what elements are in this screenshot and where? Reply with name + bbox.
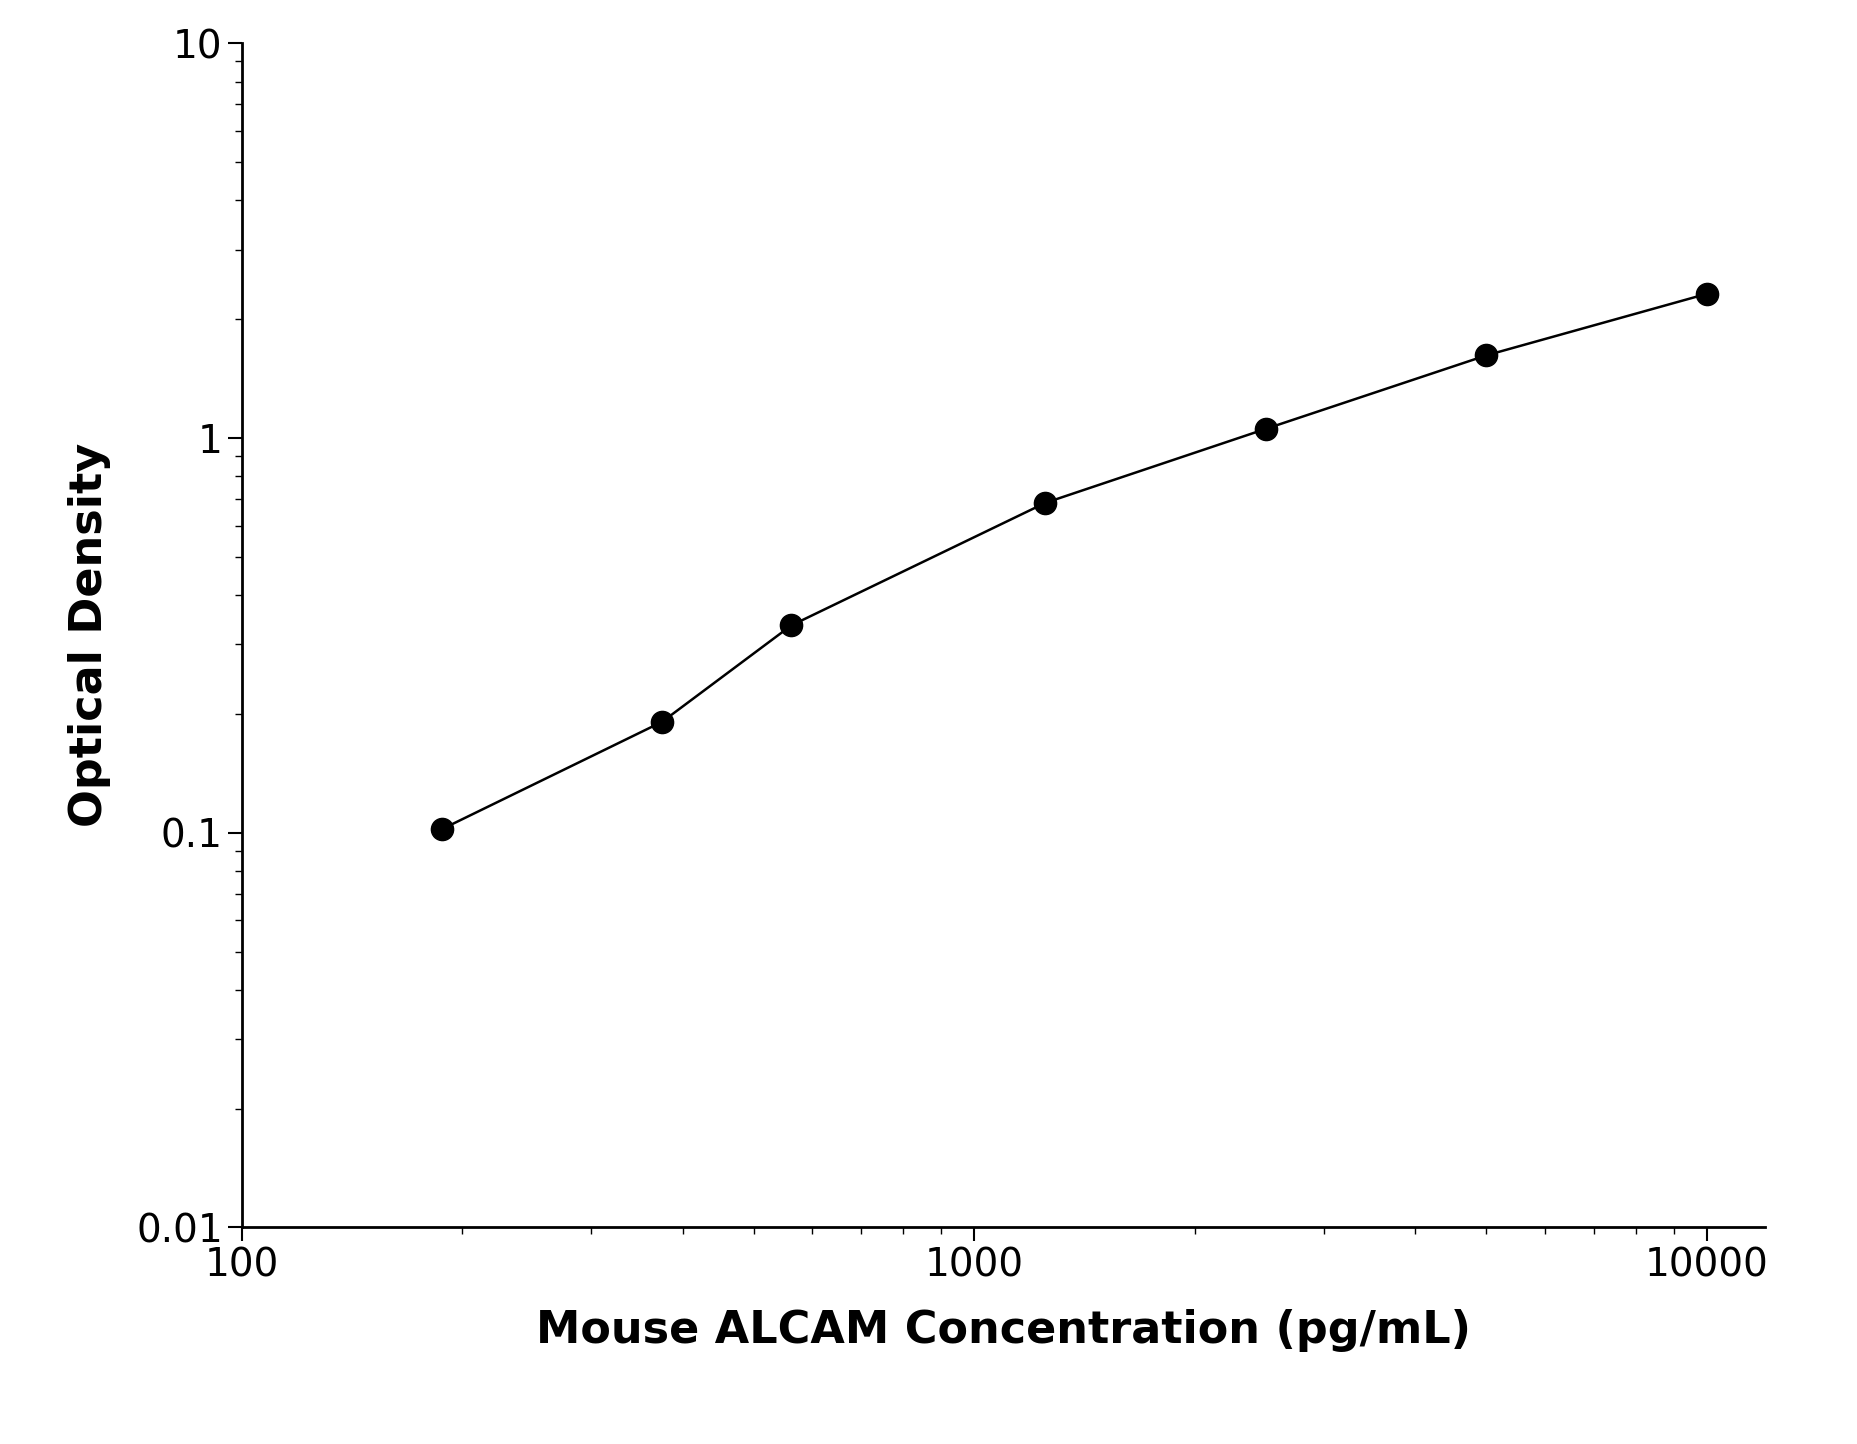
Point — [427, 817, 457, 840]
Point — [1250, 417, 1279, 440]
X-axis label: Mouse ALCAM Concentration (pg/mL): Mouse ALCAM Concentration (pg/mL) — [535, 1310, 1471, 1352]
Y-axis label: Optical Density: Optical Density — [69, 443, 111, 827]
Point — [1692, 282, 1721, 305]
Point — [646, 710, 676, 734]
Point — [1471, 344, 1500, 367]
Point — [1031, 491, 1060, 514]
Point — [776, 614, 806, 637]
